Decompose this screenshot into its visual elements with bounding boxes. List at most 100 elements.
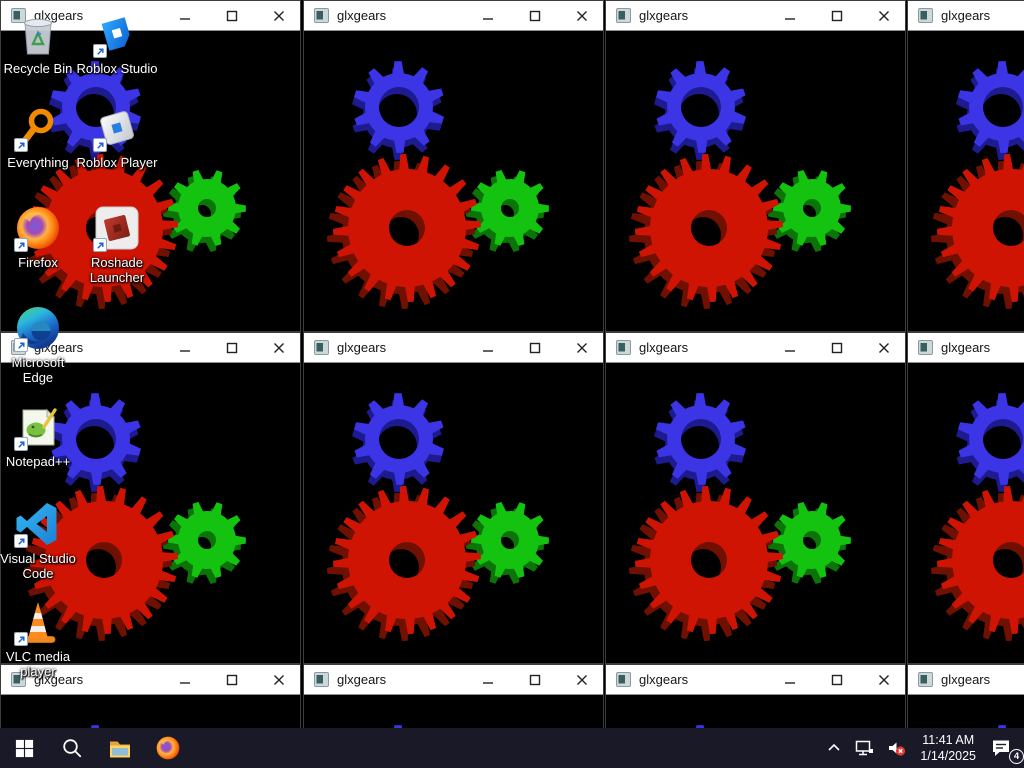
window-titlebar[interactable]: glxgears [304, 333, 603, 363]
window-titlebar[interactable]: glxgears [606, 1, 905, 31]
close-button[interactable] [270, 671, 288, 689]
window-controls [479, 339, 591, 357]
maximize-button[interactable] [526, 671, 544, 689]
minimize-button[interactable] [479, 7, 497, 25]
volume-tray-button[interactable] [880, 728, 912, 768]
everything-icon [14, 104, 62, 152]
desktop-icon-vlc-media-player[interactable]: VLC media player [0, 598, 86, 680]
volume-muted-icon [889, 742, 906, 756]
window-controls [781, 7, 893, 25]
desktop-icon-roblox-player[interactable]: Roblox Player [69, 104, 165, 170]
blue-gear [352, 393, 444, 492]
desktop-icon-microsoft-edge[interactable]: Microsoft Edge [0, 304, 86, 386]
desktop-icon-label: Visual Studio Code [0, 551, 76, 582]
close-button[interactable] [875, 7, 893, 25]
window-controls [479, 7, 591, 25]
taskbar: 11:41 AM 1/14/2025 4 [0, 728, 1024, 768]
red-gear [629, 154, 783, 309]
start-button[interactable] [0, 728, 48, 768]
green-gear [466, 170, 549, 252]
desktop-icon-label: Roblox Studio [76, 61, 158, 76]
green-gear [768, 170, 851, 252]
desktop-icon-label: Microsoft Edge [11, 355, 65, 386]
maximize-button[interactable] [526, 7, 544, 25]
minimize-button[interactable] [781, 7, 799, 25]
maximize-button[interactable] [223, 339, 241, 357]
shortcut-arrow-icon [14, 632, 28, 646]
microsoft-edge-icon [14, 304, 62, 352]
shortcut-arrow-icon [93, 44, 107, 58]
window-titlebar[interactable]: glxgears [908, 1, 1024, 31]
desktop-icon-roblox-studio[interactable]: Roblox Studio [69, 10, 165, 76]
network-tray-button[interactable] [848, 728, 880, 768]
maximize-button[interactable] [828, 339, 846, 357]
glxgears-window: glxgears [303, 0, 604, 332]
window-titlebar[interactable]: glxgears [304, 1, 603, 31]
red-gear [931, 486, 1024, 641]
shortcut-arrow-icon [14, 338, 28, 352]
minimize-button[interactable] [479, 339, 497, 357]
window-titlebar[interactable]: glxgears [1, 665, 300, 695]
desktop-icon-roshade-launcher[interactable]: Roshade Launcher [69, 204, 165, 286]
glxgears-window: glxgears [0, 332, 301, 664]
maximize-button[interactable] [828, 671, 846, 689]
desktop-icon-firefox[interactable]: Firefox [0, 204, 86, 270]
window-controls [176, 7, 288, 25]
action-center-button[interactable]: 4 [984, 728, 1024, 768]
show-hidden-icons-button[interactable] [820, 728, 848, 768]
window-icon [918, 340, 933, 355]
maximize-button[interactable] [223, 671, 241, 689]
window-icon [918, 8, 933, 23]
window-title: glxgears [941, 672, 991, 687]
desktop-icon-label: Firefox [18, 255, 58, 270]
search-button[interactable] [48, 728, 96, 768]
minimize-button[interactable] [176, 7, 194, 25]
close-button[interactable] [270, 7, 288, 25]
maximize-button[interactable] [828, 7, 846, 25]
minimize-button[interactable] [176, 671, 194, 689]
minimize-button[interactable] [479, 671, 497, 689]
close-button[interactable] [573, 7, 591, 25]
folder-icon [110, 741, 130, 758]
blue-gear [352, 61, 444, 160]
glxgears-window: glxgears [605, 332, 906, 664]
green-gear [163, 170, 246, 252]
minimize-button[interactable] [176, 339, 194, 357]
desktop-icon-label: Roblox Player [76, 155, 158, 170]
firefox-taskbar-button[interactable] [144, 728, 192, 768]
minimize-button[interactable] [781, 671, 799, 689]
glxgears-window: glxgears [303, 332, 604, 664]
glxgears-window: glxgears [605, 0, 906, 332]
window-controls [781, 671, 893, 689]
desktop-icon-notepad-plus-plus[interactable]: Notepad++ [0, 403, 86, 469]
maximize-button[interactable] [526, 339, 544, 357]
file-explorer-button[interactable] [96, 728, 144, 768]
taskbar-clock[interactable]: 11:41 AM 1/14/2025 [912, 732, 984, 765]
close-button[interactable] [270, 339, 288, 357]
blue-gear [956, 61, 1024, 160]
notification-badge: 4 [1009, 749, 1024, 764]
window-title: glxgears [941, 8, 991, 23]
window-titlebar[interactable]: glxgears [1, 333, 300, 363]
window-titlebar[interactable]: glxgears [606, 333, 905, 363]
window-titlebar[interactable]: glxgears [908, 665, 1024, 695]
close-button[interactable] [573, 671, 591, 689]
desktop-icon-visual-studio-code[interactable]: Visual Studio Code [0, 500, 86, 582]
minimize-button[interactable] [781, 339, 799, 357]
window-titlebar[interactable]: glxgears [304, 665, 603, 695]
close-button[interactable] [573, 339, 591, 357]
window-title: glxgears [337, 672, 387, 687]
window-titlebar[interactable]: glxgears [908, 333, 1024, 363]
shortcut-arrow-icon [14, 238, 28, 252]
shortcut-arrow-icon [93, 138, 107, 152]
close-button[interactable] [875, 339, 893, 357]
desktop-icon-recycle-bin[interactable]: Recycle Bin [0, 10, 86, 76]
window-titlebar[interactable]: glxgears [606, 665, 905, 695]
glxgears-canvas [908, 31, 1024, 331]
close-button[interactable] [875, 671, 893, 689]
maximize-button[interactable] [223, 7, 241, 25]
desktop-icon-everything[interactable]: Everything [0, 104, 86, 170]
glxgears-canvas [304, 363, 603, 663]
